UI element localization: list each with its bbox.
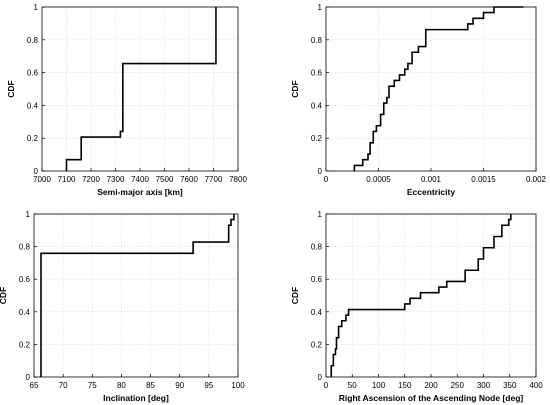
x-tick-label: 300 [477, 381, 491, 390]
chart-panel-1: 7000 7100 7200 7300 7400 7500 7600 7700 7800 0 0.2… [6, 3, 247, 197]
y-tick-label: 0 [318, 167, 323, 176]
cdf-step-line [353, 6, 524, 171]
y-tick-label: 0.6 [19, 275, 31, 284]
x-tick-label: 150 [398, 381, 412, 390]
chart-panel-3: 65 70 75 80 85 90 95 100 0 0.2 0.4 0.6 0.8 1 Inclinati… [0, 210, 245, 403]
x-tick-label: 7300 [107, 175, 125, 184]
y-tick-label: 0.2 [311, 134, 323, 143]
x-tick-label: 7500 [156, 175, 174, 184]
x-tick-label: 65 [30, 381, 39, 390]
cdf-step-line [65, 7, 217, 171]
x-tick-label: 350 [503, 381, 517, 390]
y-tick-label: 0.2 [311, 340, 323, 349]
x-axis-label: Semi-major axis [km] [97, 187, 183, 197]
x-tick-label: 70 [59, 381, 68, 390]
y-tick-label: 0.2 [27, 134, 39, 143]
y-axis-label: CDF [0, 287, 8, 304]
x-tick-label: 0.0015 [471, 175, 496, 184]
y-tick-label: 0.8 [311, 243, 323, 252]
x-tick-label: 90 [175, 381, 184, 390]
y-tick-label: 0.4 [311, 101, 323, 110]
x-tick-label: 0.002 [526, 175, 547, 184]
y-tick-label: 0.4 [27, 101, 39, 110]
x-tick-label: 7200 [82, 175, 100, 184]
y-tick-label: 0 [26, 373, 31, 382]
y-tick-label: 1 [318, 210, 323, 219]
x-tick-label: 7700 [205, 175, 223, 184]
x-tick-label: 0 [324, 175, 329, 184]
y-tick-label: 1 [34, 3, 39, 12]
y-tick-label: 0.8 [19, 243, 31, 252]
x-tick-label: 100 [372, 381, 386, 390]
x-tick-label: 7000 [33, 175, 51, 184]
y-axis-label: CDF [290, 80, 300, 97]
y-tick-label: 0.2 [19, 340, 31, 349]
x-tick-label: 7100 [58, 175, 76, 184]
x-tick-label: 50 [348, 381, 357, 390]
x-tick-label: 85 [146, 381, 155, 390]
chart-panel-2: 0 0.0005 0.001 0.0015 0.002 0 0.2 0.4 0.6 0.8 1 Ecc… [290, 3, 547, 197]
y-axis-label: CDF [6, 80, 16, 97]
x-tick-label: 7400 [131, 175, 149, 184]
y-tick-label: 1 [26, 210, 31, 219]
y-tick-label: 0.6 [311, 275, 323, 284]
x-tick-label: 200 [424, 381, 438, 390]
y-tick-label: 0.4 [311, 308, 323, 317]
x-tick-label: 100 [231, 381, 245, 390]
x-tick-label: 95 [204, 381, 213, 390]
cdf-step-line [40, 214, 235, 377]
y-tick-label: 0.4 [19, 308, 31, 317]
x-tick-label: 7600 [180, 175, 198, 184]
y-tick-label: 1 [318, 3, 323, 12]
x-tick-label: 0.0005 [366, 175, 391, 184]
y-axis-label: CDF [290, 287, 300, 304]
x-tick-label: 0 [324, 381, 329, 390]
y-tick-label: 0.6 [27, 69, 39, 78]
x-tick-label: 0.001 [421, 175, 442, 184]
x-tick-label: 75 [88, 381, 97, 390]
y-tick-label: 0.8 [311, 36, 323, 45]
y-tick-label: 0 [318, 373, 323, 382]
x-tick-label: 400 [529, 381, 543, 390]
x-tick-label: 7800 [229, 175, 247, 184]
chart-panel-4: 0 50 100 150 200 250 300 350 400 0 0.2 0.4 0.6 0.8 1 Ri… [290, 210, 543, 403]
x-tick-label: 80 [117, 381, 126, 390]
y-tick-label: 0.6 [311, 69, 323, 78]
axes-frame [33, 213, 239, 378]
x-axis-label: Right Ascension of the Ascending Node [d… [339, 393, 524, 403]
x-axis-label: Eccentricity [407, 187, 455, 197]
x-tick-label: 250 [451, 381, 465, 390]
y-tick-label: 0.8 [27, 36, 39, 45]
y-tick-label: 0 [34, 167, 39, 176]
cdf-step-line [330, 214, 512, 377]
x-axis-label: Inclination [deg] [103, 393, 169, 403]
